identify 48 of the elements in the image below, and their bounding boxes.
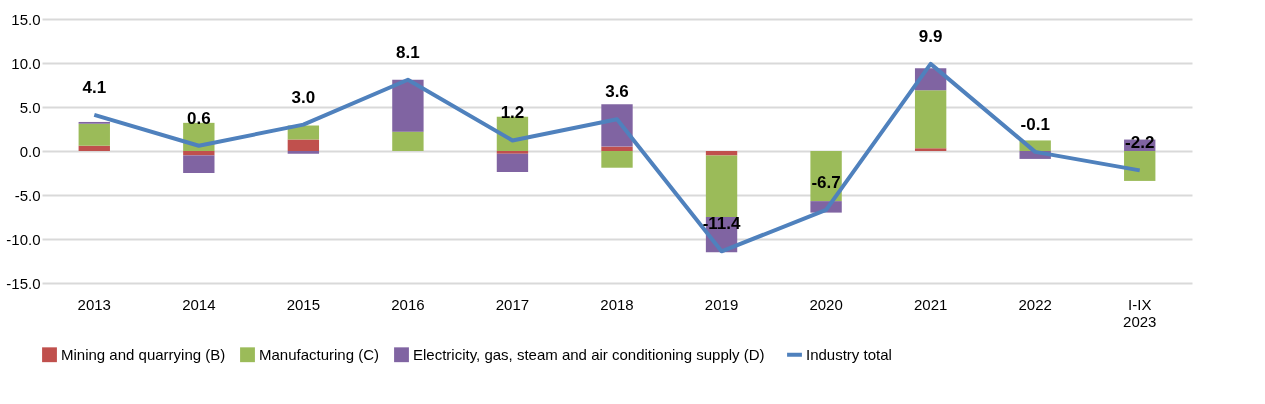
x-tick-label: 2018 — [600, 295, 634, 313]
y-tick-label: 10.0 — [11, 54, 41, 72]
bar — [78, 123, 110, 146]
bar — [601, 146, 633, 151]
data-label: 3.0 — [291, 87, 316, 107]
legend-label: Electricity, gas, steam and air conditioning supply (D) — [413, 345, 765, 363]
bar — [1124, 151, 1156, 181]
bar — [914, 148, 947, 151]
bar — [183, 155, 215, 173]
bar — [78, 145, 110, 151]
legend-label: Industry total — [806, 345, 892, 363]
x-tick-label: 2015 — [286, 295, 321, 313]
x-tick-label: 2022 — [1018, 295, 1052, 313]
bar — [183, 151, 215, 156]
bar — [705, 155, 738, 217]
x-tick-label: 2013 — [77, 295, 111, 313]
bar — [914, 90, 947, 149]
data-label: -2.2 — [1125, 133, 1155, 153]
y-tick-label: -15.0 — [6, 274, 41, 292]
data-label: 3.6 — [605, 82, 629, 102]
bar — [287, 151, 320, 154]
y-tick-label: 5.0 — [19, 98, 41, 116]
data-label: 0.6 — [187, 108, 211, 128]
data-label: 4.1 — [82, 77, 107, 97]
bar — [392, 79, 424, 132]
y-tick-label: 15.0 — [11, 10, 41, 28]
bar — [496, 153, 529, 173]
x-tick-label: 2020 — [809, 295, 843, 313]
bar — [601, 151, 633, 168]
bar — [705, 151, 738, 156]
bar — [392, 131, 424, 151]
x-tick-label: I-IX 2023 — [1123, 295, 1157, 330]
data-label: 9.9 — [918, 26, 943, 46]
legend-label: Mining and quarrying (B) — [61, 345, 226, 363]
legend-label: Manufacturing (C) — [259, 345, 380, 363]
x-tick-label: 2019 — [704, 295, 739, 313]
bar — [496, 151, 529, 154]
x-tick-label: 2014 — [182, 295, 216, 313]
x-tick-label: 2021 — [913, 295, 948, 313]
data-label: -6.7 — [811, 172, 841, 192]
y-tick-label: -5.0 — [14, 186, 41, 204]
data-label: 8.1 — [396, 42, 420, 62]
bar — [287, 139, 320, 151]
data-label: -0.1 — [1020, 114, 1050, 134]
y-tick-label: 0.0 — [19, 142, 41, 160]
x-tick-label: 2017 — [495, 295, 530, 313]
x-tick-label: 2016 — [391, 295, 425, 313]
y-tick-label: -10.0 — [6, 230, 41, 248]
